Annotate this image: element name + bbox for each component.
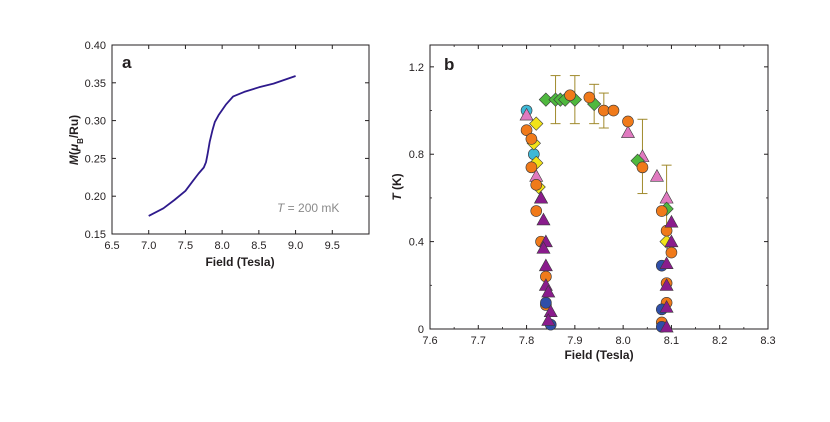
panel-a-ticks — [111, 44, 369, 235]
data-point-circle — [530, 205, 543, 217]
data-point-circle — [636, 161, 649, 174]
panel-b-letter: b — [444, 55, 454, 74]
panel-a-y-tick-label: 0.30 — [85, 116, 106, 128]
data-point-triangle — [536, 241, 551, 254]
panel-b-frame — [429, 44, 769, 330]
data-point-triangle — [664, 214, 679, 228]
data-point-triangle — [541, 284, 556, 298]
panel-b-x-tick-label: 7.8 — [519, 335, 534, 347]
panel-a-letter: a — [122, 53, 132, 72]
panel-b-x-tick-label: 7.6 — [422, 335, 437, 347]
data-point-circle — [525, 161, 538, 174]
data-point-circle — [583, 91, 596, 104]
panel-a-x-tick-label: 8.5 — [251, 240, 266, 252]
panel-a-x-tick-label: 9.5 — [325, 240, 340, 252]
panel-b-x-tick-label: 8.2 — [712, 335, 727, 347]
data-point-circle — [622, 115, 634, 128]
panel-a-y-tick-label: 0.40 — [85, 40, 106, 52]
panel-a-x-axis-label: Field (Tesla) — [205, 255, 274, 269]
panel-b-x-axis-label: Field (Tesla) — [564, 348, 633, 362]
panel-b-x-tick-label: 8.0 — [615, 335, 630, 347]
panel-a: 6.5 7.0 7.5 8.0 8.5 9.0 9.5 0.150.200.250.300.… — [67, 40, 370, 269]
data-point-circle — [564, 89, 576, 102]
data-point-triangle — [543, 304, 558, 318]
data-point-triangle — [534, 190, 549, 204]
panel-b-x-tick-labels: 7.6 7.7 7.8 7.9 8.0 8.1 8.2 8.3 — [422, 335, 775, 347]
panel-a-data — [148, 75, 296, 217]
panel-b-y-tick-label: 0.4 — [409, 237, 424, 249]
data-point-circle — [525, 133, 538, 145]
panel-a-y-tick-label: 0.15 — [85, 229, 106, 241]
data-point-circle — [530, 179, 543, 191]
panel-a-y-tick-label: 0.25 — [85, 153, 106, 165]
data-point-triangle — [620, 125, 635, 138]
magnetization-curve — [148, 75, 296, 217]
data-point-triangle — [649, 168, 664, 182]
panel-b: 7.6 7.7 7.8 7.9 8.0 8.1 8.2 8.3 0 0.4 0.8 1.2 b Fi… — [390, 44, 776, 362]
panel-a-x-tick-labels: 6.5 7.0 7.5 8.0 8.5 9.0 9.5 — [104, 240, 340, 252]
panel-a-annotation: T = 200 mK — [277, 201, 339, 215]
data-point-circle — [598, 104, 610, 117]
panel-b-y-tick-label: 0.8 — [409, 149, 424, 161]
data-point-circle — [655, 205, 668, 217]
data-point-triangle — [536, 212, 551, 226]
panel-b-y-tick-label: 0 — [418, 324, 424, 336]
panel-b-x-tick-label: 7.7 — [471, 335, 486, 347]
data-point-triangle — [519, 107, 534, 121]
data-point-circle — [665, 246, 678, 259]
data-point-diamond — [529, 116, 544, 131]
panel-b-y-tick-labels: 0 0.4 0.8 1.2 — [409, 62, 424, 336]
data-point-diamond — [538, 92, 554, 107]
panel-a-x-tick-label: 9.0 — [288, 240, 303, 252]
data-point-triangle — [659, 278, 674, 291]
data-point-triangle — [659, 256, 674, 269]
panel-b-y-axis-label: T (K) — [390, 173, 404, 200]
panel-a-y-tick-labels: 0.15 0.20 0.25 0.30 0.35 0.40 — [85, 40, 106, 241]
panel-b-x-tick-label: 8.3 — [760, 335, 775, 347]
panel-a-frame — [111, 44, 370, 235]
data-point-triangle — [538, 258, 553, 272]
panel-b-data — [519, 89, 679, 333]
panel-a-y-tick-label: 0.20 — [85, 191, 106, 203]
panel-b-x-tick-label: 7.9 — [567, 335, 582, 347]
panel-b-x-tick-label: 8.1 — [664, 335, 679, 347]
panel-a-y-tick-label: 0.35 — [85, 78, 106, 90]
data-point-triangle — [659, 190, 674, 204]
data-point-triangle — [659, 319, 674, 333]
data-point-triangle — [541, 313, 556, 326]
data-point-circle — [520, 124, 533, 136]
data-point-triangle — [659, 300, 674, 313]
panel-a-x-tick-label: 7.5 — [178, 240, 193, 252]
panel-a-x-tick-label: 7.0 — [141, 240, 156, 252]
panel-a-x-tick-label: 6.5 — [104, 240, 119, 252]
panel-b-ticks — [429, 45, 769, 330]
data-point-triangle — [664, 234, 679, 248]
panel-b-y-tick-label: 1.2 — [409, 62, 424, 74]
panel-a-y-axis-label: M(μB/Ru) — [67, 115, 85, 165]
panel-a-x-tick-label: 8.0 — [214, 240, 229, 252]
data-point-circle — [607, 104, 620, 117]
